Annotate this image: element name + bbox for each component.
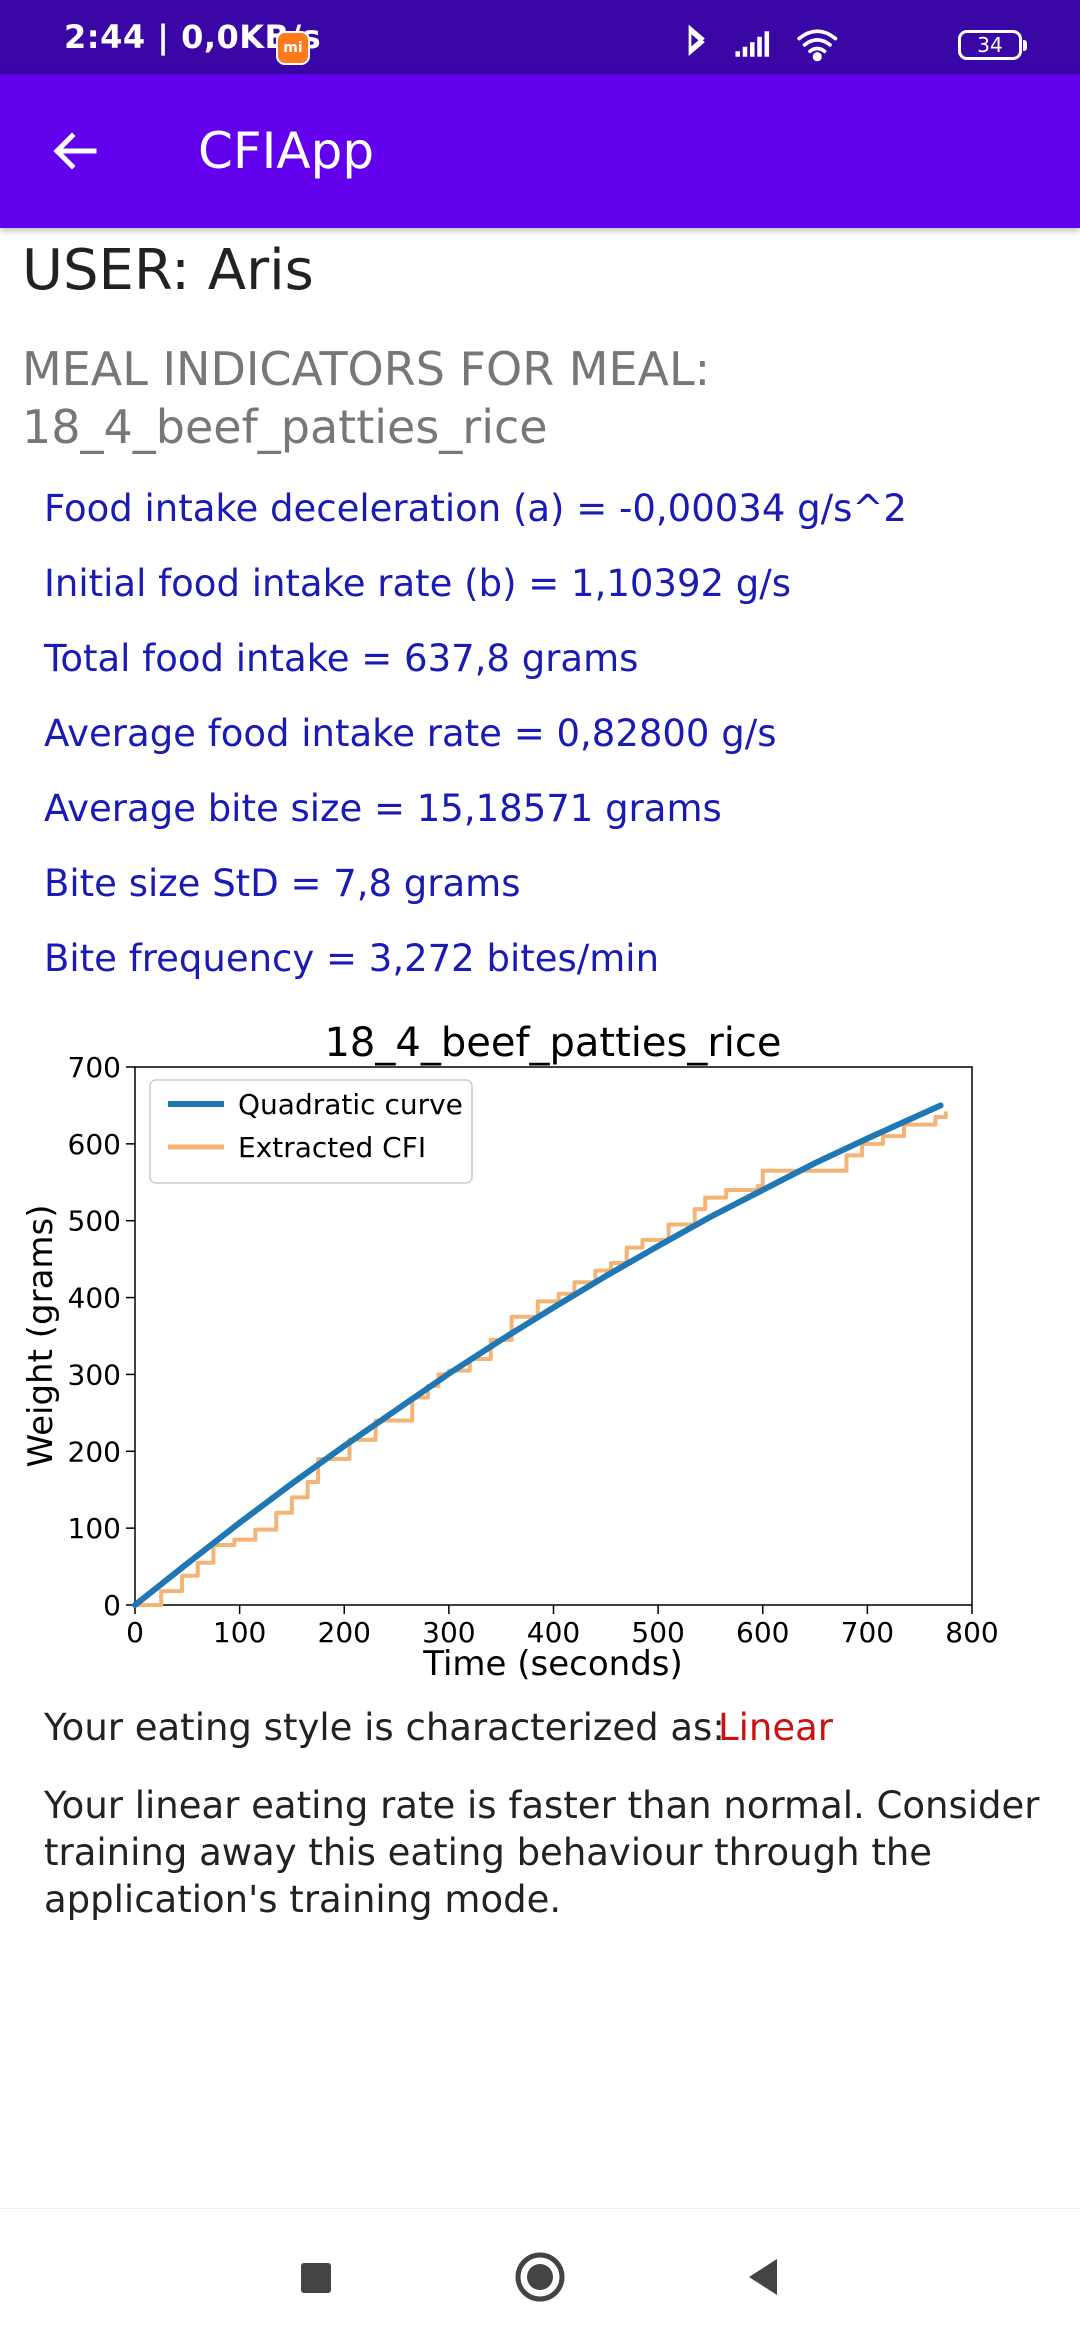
app-bar: CFIApp bbox=[0, 74, 1080, 228]
x-tick-label: 300 bbox=[422, 1616, 475, 1649]
y-tick-label: 200 bbox=[68, 1435, 121, 1468]
y-axis-label: Weight (grams) bbox=[21, 1204, 61, 1467]
y-tick-label: 300 bbox=[68, 1358, 121, 1391]
meal-heading-title: MEAL INDICATORS FOR MEAL: bbox=[22, 342, 711, 396]
mi-app-icon: mi bbox=[276, 31, 310, 65]
home-circle-icon[interactable] bbox=[510, 2247, 570, 2307]
recents-square-icon[interactable] bbox=[285, 2247, 345, 2307]
x-tick-label: 200 bbox=[318, 1616, 371, 1649]
arrow-left-icon[interactable] bbox=[50, 126, 100, 176]
bluetooth-icon bbox=[688, 24, 705, 57]
chart-legend: Quadratic curve Extracted CFI bbox=[149, 1079, 473, 1184]
meal-heading: MEAL INDICATORS FOR MEAL: 18_4_beef_patt… bbox=[22, 340, 1062, 456]
y-tick-label: 600 bbox=[68, 1128, 121, 1161]
indicator-initial-rate: Initial food intake rate (b) = 1,10392 g… bbox=[44, 562, 792, 605]
user-label: USER: Aris bbox=[22, 238, 314, 303]
indicator-total-intake: Total food intake = 637,8 grams bbox=[44, 637, 639, 680]
x-axis-label: Time (seconds) bbox=[422, 1644, 683, 1684]
app-title: CFIApp bbox=[198, 122, 375, 180]
x-tick-label: 600 bbox=[736, 1616, 789, 1649]
series-quadratic-curve bbox=[132, 1102, 944, 1608]
legend-label-extracted: Extracted CFI bbox=[238, 1131, 426, 1164]
x-tick-label: 0 bbox=[126, 1616, 144, 1649]
y-tick-label: 400 bbox=[68, 1282, 121, 1315]
meal-name: 18_4_beef_patties_rice bbox=[22, 400, 548, 454]
series-layer bbox=[132, 1102, 948, 1608]
x-tick-label: 700 bbox=[841, 1616, 894, 1649]
x-tick-label: 500 bbox=[631, 1616, 684, 1649]
battery-icon: 34 bbox=[958, 30, 1027, 60]
cfi-chart: 18_4_beef_patties_rice 0 100 200 300 400 500 6… bbox=[21, 1020, 999, 1684]
indicator-average-bite-size: Average bite size = 15,18571 grams bbox=[44, 787, 722, 830]
indicator-bite-size-std: Bite size StD = 7,8 grams bbox=[44, 862, 521, 905]
indicator-deceleration: Food intake deceleration (a) = -0,00034 … bbox=[44, 487, 907, 530]
axis-ticks: 0 100 200 300 400 500 600 700 800 0 100 200 300 400 50… bbox=[68, 1051, 999, 1649]
status-bar: 2:44 | 0,0KB/s mi 34 bbox=[0, 0, 1080, 74]
legend-label-quadratic: Quadratic curve bbox=[238, 1088, 463, 1121]
status-icons bbox=[688, 24, 838, 62]
eating-advice: Your linear eating rate is faster than n… bbox=[44, 1784, 1040, 1921]
indicator-average-rate: Average food intake rate = 0,82800 g/s bbox=[44, 712, 777, 755]
y-tick-label: 500 bbox=[68, 1205, 121, 1238]
y-tick-label: 100 bbox=[68, 1512, 121, 1545]
x-tick-label: 800 bbox=[945, 1616, 998, 1649]
y-tick-label: 0 bbox=[103, 1589, 121, 1622]
y-tick-label: 700 bbox=[68, 1051, 121, 1084]
eating-style-label: Your eating style is characterized as: bbox=[44, 1706, 725, 1749]
x-tick-label: 400 bbox=[527, 1616, 580, 1649]
chart-title: 18_4_beef_patties_rice bbox=[324, 1020, 781, 1066]
wifi-icon bbox=[797, 29, 838, 62]
series-extracted-cfi bbox=[133, 1111, 948, 1607]
system-nav-bar bbox=[0, 2208, 1080, 2341]
meal-indicators-list: Food intake deceleration (a) = -0,00034 … bbox=[44, 480, 1044, 1005]
signal-icon bbox=[735, 31, 770, 57]
indicator-bite-frequency: Bite frequency = 3,272 bites/min bbox=[44, 937, 660, 980]
back-triangle-icon[interactable] bbox=[735, 2247, 795, 2307]
eating-style-value: Linear bbox=[718, 1706, 833, 1749]
x-tick-label: 100 bbox=[213, 1616, 266, 1649]
